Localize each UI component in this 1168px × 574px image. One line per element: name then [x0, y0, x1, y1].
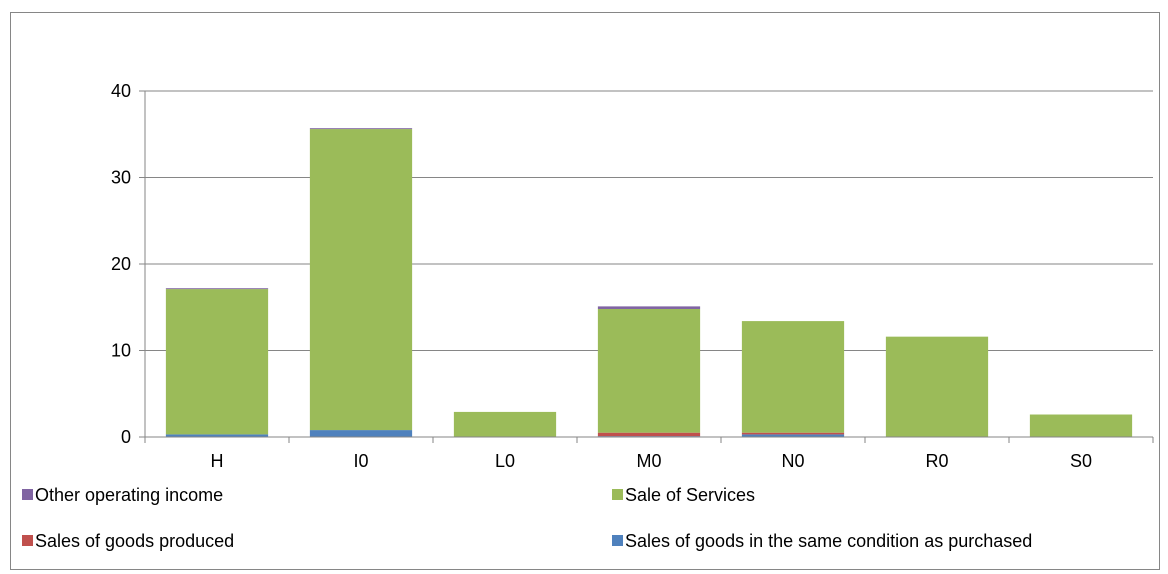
bar-segment-m0-series-1: [597, 432, 701, 437]
legend-label-1: Sales of goods produced: [35, 531, 234, 551]
x-tick-label-l0: L0: [495, 451, 515, 471]
bar-segment-n0-series-1: [741, 432, 845, 435]
legend-label-2: Sale of Services: [625, 485, 755, 505]
x-tick-label-n0: N0: [781, 451, 804, 471]
bar-segment-i0-series-3: [309, 128, 413, 130]
bar-segment-i0-series-2: [309, 129, 413, 431]
bar-segment-s0-series-2: [1029, 414, 1133, 437]
y-tick-label: 0: [121, 427, 131, 447]
y-tick-label: 40: [111, 81, 131, 101]
x-tick-label-h: H: [211, 451, 224, 471]
legend-swatch-0: [612, 535, 623, 546]
axes: [139, 90, 1154, 443]
x-tick-label-s0: S0: [1070, 451, 1092, 471]
legend-swatch-2: [612, 489, 623, 500]
x-tick-label-r0: R0: [925, 451, 948, 471]
legend-swatch-3: [22, 489, 33, 500]
x-tick-label-m0: M0: [636, 451, 661, 471]
y-tick-labels: 0 10 20 30 40: [111, 81, 131, 447]
bar-segment-n0-series-0: [741, 434, 845, 437]
bar-segment-n0-series-2: [741, 321, 845, 433]
y-tick-label: 10: [111, 341, 131, 361]
legend-label-0: Sales of goods in the same condition as …: [625, 531, 1032, 551]
bar-segment-h-series-2: [165, 289, 269, 435]
bar-segment-i0-series-0: [309, 430, 413, 437]
bar-segment-l0-series-2: [453, 411, 557, 437]
bar-segment-h-series-0: [165, 434, 269, 437]
bar-segment-h-series-3: [165, 288, 269, 290]
y-tick-label: 30: [111, 168, 131, 188]
bar-segment-r0-series-2: [885, 336, 989, 437]
bar-segment-m0-series-3: [597, 306, 701, 309]
legend: Other operating income Sale of Services Sa…: [22, 485, 1032, 551]
bar-segment-m0-series-2: [597, 308, 701, 433]
x-tick-labels: H I0 L0 M0 N0 R0 S0: [211, 451, 1093, 471]
y-tick-label: 20: [111, 254, 131, 274]
x-tick-label-i0: I0: [353, 451, 368, 471]
bars: [165, 128, 1133, 437]
legend-label-3: Other operating income: [35, 485, 223, 505]
legend-swatch-1: [22, 535, 33, 546]
